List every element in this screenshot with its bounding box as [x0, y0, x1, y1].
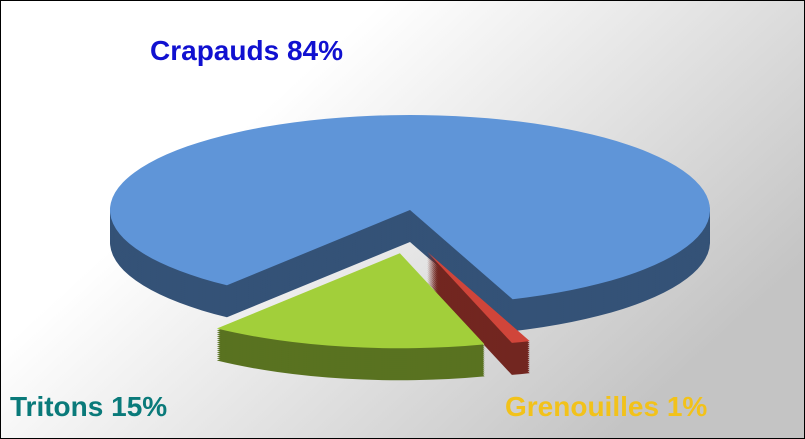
labels: Crapauds 84% Tritons 15% Grenouilles 1%: [10, 35, 707, 422]
data-label: Crapauds 84%: [150, 35, 343, 66]
label-value: 15%: [111, 391, 167, 422]
slice-top: [427, 251, 530, 343]
slice: [216, 253, 485, 381]
slice-top: [216, 253, 485, 349]
label-category: Grenouilles: [505, 391, 659, 422]
slice-top: [109, 115, 710, 300]
slice: [109, 115, 711, 332]
slice: [427, 251, 530, 375]
label-value: 84%: [287, 35, 343, 66]
data-label: Tritons 15%: [10, 391, 167, 422]
label-value: 1%: [667, 391, 708, 422]
label-category: Crapauds: [150, 35, 279, 66]
data-label: Grenouilles 1%: [505, 391, 707, 422]
pie: [109, 115, 711, 381]
label-category: Tritons: [10, 391, 103, 422]
